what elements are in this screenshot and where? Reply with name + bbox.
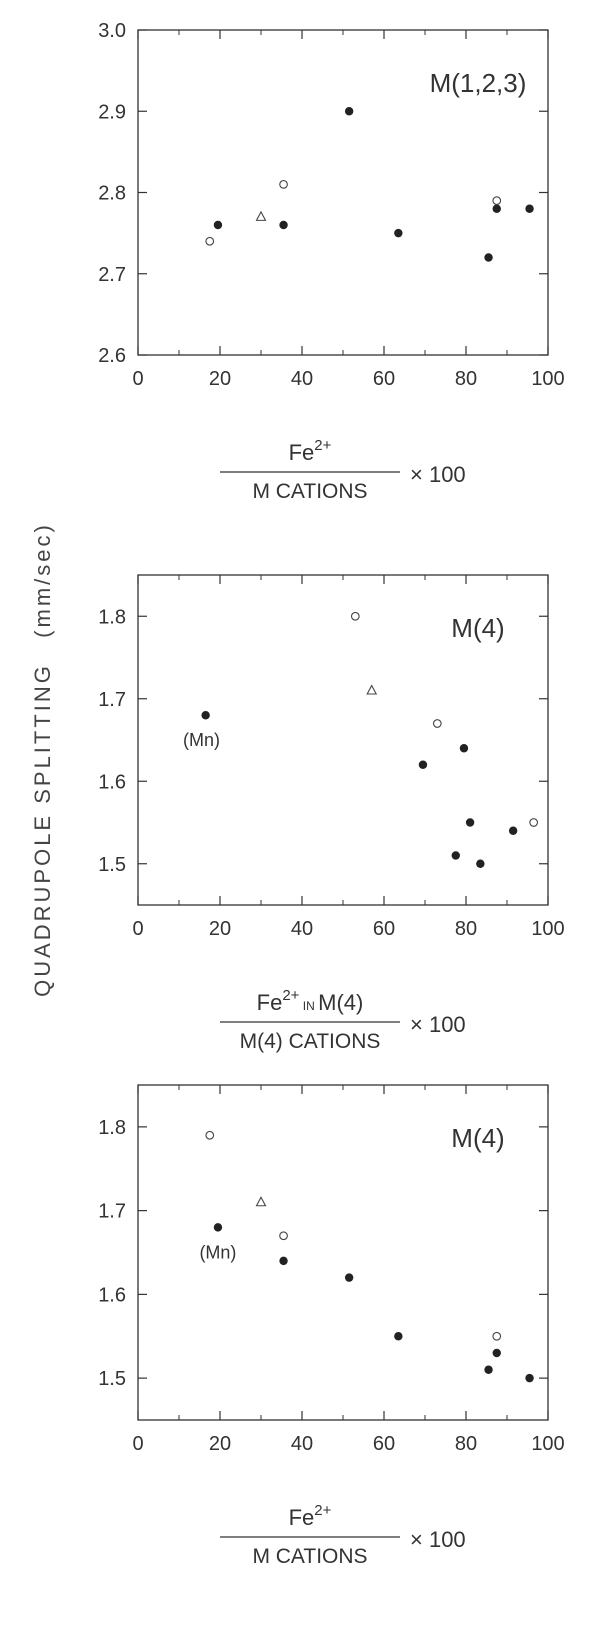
annotation-mn: (Mn): [183, 730, 220, 750]
x-tick-label: 100: [531, 1433, 564, 1455]
chart-panel-3: 0 20 40 60 80 100 1.5 1.6 1.7 1.8 M(4) (Mn) Fe2+ M CA…: [98, 1084, 565, 1568]
y-tick-label: 3.0: [98, 20, 126, 42]
data-point-open: [205, 1130, 215, 1140]
x-tick-label: 40: [291, 918, 313, 940]
data-point-filled: [201, 711, 210, 720]
data-point-triangle: [255, 1196, 267, 1207]
y-tick-label: 1.5: [98, 1368, 126, 1390]
data-point-filled: [344, 107, 354, 116]
y-tick-label: 1.6: [98, 1284, 126, 1306]
x-tick-label: 20: [209, 1433, 231, 1455]
data-point-filled: [465, 818, 475, 827]
data-point-filled: [418, 760, 428, 769]
data-point-open: [205, 236, 215, 246]
y-tick-label: 1.7: [98, 689, 126, 711]
y-tick-label: 1.6: [98, 771, 126, 793]
x-tick-label: 0: [132, 1433, 143, 1455]
y-tick-label: 1.7: [98, 1201, 126, 1223]
x-tick-label: 0: [132, 368, 143, 390]
x-label-numerator: Fe2+: [289, 1502, 332, 1530]
data-point-filled: [394, 228, 403, 238]
x-tick-label: 80: [455, 918, 477, 940]
panel-title: M(4): [451, 613, 504, 643]
data-point-filled: [492, 1348, 501, 1358]
x-tick-label: 40: [291, 1433, 313, 1455]
data-point-open: [492, 196, 502, 205]
y-tick-label: 2.9: [98, 101, 126, 123]
y-axis-label: QUADRUPOLE SPLITTING: [30, 663, 55, 997]
data-point-filled: [484, 253, 493, 262]
data-point-open: [432, 719, 442, 728]
y-tick-label: 1.8: [98, 606, 126, 628]
data-point-filled: [451, 851, 460, 860]
data-point-filled: [394, 1332, 403, 1341]
x-label-multiplier: × 100: [410, 1527, 466, 1552]
chart-panel-2: 0 20 40 60 80 100 1.5 1.6 1.7 1.8 M(4) (Mn) Fe2+ IN …: [98, 574, 565, 1053]
data-point-open: [350, 611, 360, 621]
x-tick-label: 40: [291, 368, 313, 390]
x-label-numerator: Fe2+ IN M(4): [257, 987, 364, 1015]
chart-panel-1: 0 20 40 60 80 100 2.6 2.7 2.8 2.9 3.0 M(1,2,3) Fe2+ M…: [98, 20, 565, 503]
y-tick-label: 2.7: [98, 264, 126, 286]
data-point-open: [279, 1231, 288, 1241]
data-point-open: [279, 180, 288, 189]
x-tick-label: 60: [373, 368, 395, 390]
y-tick-label: 1.5: [98, 854, 126, 876]
data-point-filled: [476, 859, 485, 868]
data-point-filled: [484, 1365, 493, 1374]
x-tick-label: 80: [455, 368, 477, 390]
x-tick-label: 80: [455, 1433, 477, 1455]
data-point-filled: [213, 220, 223, 230]
data-point-filled: [279, 220, 288, 230]
y-tick-label: 2.8: [98, 183, 126, 205]
x-label-denominator: M(4) CATIONS: [240, 1030, 381, 1053]
data-point-open: [492, 1331, 502, 1341]
data-point-filled: [279, 1256, 288, 1266]
annotation-mn: (Mn): [199, 1242, 236, 1262]
x-tick-label: 0: [132, 918, 143, 940]
x-tick-label: 60: [373, 1433, 395, 1455]
y-axis-unit: (mm/sec): [30, 522, 55, 638]
x-label-multiplier: × 100: [410, 1012, 466, 1037]
x-label-multiplier: × 100: [410, 462, 466, 487]
x-tick-label: 20: [209, 368, 231, 390]
y-tick-label: 1.8: [98, 1117, 126, 1139]
panel-title: M(1,2,3): [430, 68, 527, 98]
data-point-open: [529, 818, 539, 827]
data-point-filled: [459, 744, 469, 753]
x-label-denominator: M CATIONS: [252, 1545, 367, 1568]
x-label-numerator: Fe2+: [289, 437, 332, 465]
data-point-filled: [525, 1373, 534, 1383]
x-tick-label: 20: [209, 918, 231, 940]
data-point-triangle: [366, 684, 378, 695]
data-point-filled: [213, 1223, 223, 1232]
data-point-filled: [525, 204, 534, 213]
y-tick-label: 2.6: [98, 345, 126, 367]
data-point-triangle: [255, 210, 267, 221]
data-point-filled: [344, 1273, 354, 1282]
panel-title: M(4): [451, 1123, 504, 1153]
x-tick-label: 60: [373, 918, 395, 940]
x-label-denominator: M CATIONS: [252, 480, 367, 503]
x-tick-label: 100: [531, 368, 564, 390]
data-point-filled: [508, 826, 518, 835]
x-tick-label: 100: [531, 918, 564, 940]
data-point-filled: [492, 204, 501, 213]
